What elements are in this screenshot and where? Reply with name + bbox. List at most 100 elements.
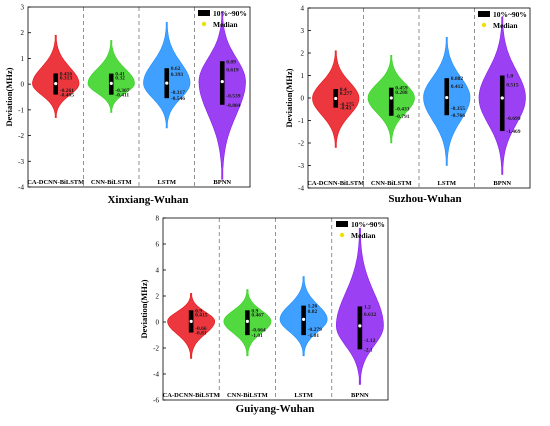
y-tick-label: 3 xyxy=(21,4,25,12)
y-tick-label: -6 xyxy=(153,397,159,405)
value-label: -0.664 xyxy=(251,328,265,334)
value-label: -0.433 xyxy=(395,107,409,113)
value-label: -0.43 xyxy=(340,106,352,112)
value-label: 0.277 xyxy=(340,91,353,97)
legend-range-swatch xyxy=(478,11,490,17)
x-tick-label: BPNN xyxy=(351,392,369,399)
legend-median-marker xyxy=(201,21,207,27)
y-tick-label: 0 xyxy=(301,95,305,103)
x-tick-label: CA-DCNN-BiLSTM xyxy=(27,179,84,186)
chart-panel-3: 0.90.415-0.66-0.81CA-DCNN-BiLSTM0.90.467… xyxy=(139,215,389,415)
x-tick-label: BPNN xyxy=(213,179,231,186)
y-axis-label: Deviation(MHz) xyxy=(139,279,149,338)
y-tick-label: -1 xyxy=(298,117,304,125)
value-label: 1.2 xyxy=(364,304,371,310)
x-tick-label: CA-DCNN-BiLSTM xyxy=(163,392,220,399)
value-label: 0.41 xyxy=(115,72,125,78)
y-tick-label: 3 xyxy=(301,27,305,35)
value-label: 0.393 xyxy=(171,72,184,78)
legend-range-swatch xyxy=(198,10,210,16)
legend-median-label: Median xyxy=(213,20,238,29)
value-label: -0.804 xyxy=(226,103,240,109)
value-label: -0.405 xyxy=(60,93,74,99)
value-label: -0.279 xyxy=(308,327,322,333)
value-label: -0.539 xyxy=(226,94,240,100)
value-label: 0.632 xyxy=(364,312,377,318)
y-tick-label: -4 xyxy=(298,185,304,193)
value-label: -0.411 xyxy=(115,93,129,99)
value-label: -2.1 xyxy=(364,347,373,353)
y-tick-label: 1 xyxy=(301,72,305,80)
value-label: 0.515 xyxy=(506,83,519,89)
value-label: -0.81 xyxy=(195,331,207,337)
value-label: 0.412 xyxy=(451,84,464,90)
value-label: 0.9 xyxy=(251,308,258,314)
y-tick-label: 8 xyxy=(156,215,160,223)
median-point-3 xyxy=(165,81,169,85)
value-label: -1.469 xyxy=(506,129,520,135)
value-label: -0.275 xyxy=(340,102,354,108)
y-tick-label: -3 xyxy=(298,162,304,170)
y-tick-label: -4 xyxy=(18,184,24,192)
y-tick-label: -2 xyxy=(153,345,159,353)
value-label: 0.89 xyxy=(226,59,236,65)
value-label: -1.12 xyxy=(364,338,376,344)
y-tick-label: 2 xyxy=(156,293,160,301)
x-tick-label: LSTM xyxy=(438,180,456,187)
value-label: 0.62 xyxy=(171,66,181,72)
value-label: -0.307 xyxy=(115,88,129,94)
median-point-3 xyxy=(445,95,449,100)
value-label: 0.208 xyxy=(395,90,408,96)
y-tick-label: -2 xyxy=(298,140,304,148)
y-tick-label: -1 xyxy=(18,106,24,114)
value-label: 0.313 xyxy=(60,76,73,82)
value-label: 0.416 xyxy=(60,71,73,77)
value-label: 0.467 xyxy=(251,313,264,319)
median-point-4 xyxy=(220,79,224,84)
legend-median-label: Median xyxy=(351,231,376,240)
value-label: -0.791 xyxy=(395,114,409,120)
panel-title: Xinxiang-Wuhan xyxy=(107,194,188,206)
y-tick-label: 0 xyxy=(156,319,160,327)
median-point-2 xyxy=(245,319,249,323)
legend-range-swatch xyxy=(336,221,348,227)
value-label: 0.619 xyxy=(226,67,239,73)
y-tick-label: -3 xyxy=(18,158,24,166)
range-bar-2 xyxy=(388,87,394,116)
panel-title: Guiyang-Wuhan xyxy=(236,403,315,415)
legend-median-marker xyxy=(339,232,345,238)
value-label: 0.4 xyxy=(340,87,347,93)
range-bar-4 xyxy=(357,306,363,350)
value-label: -1.01 xyxy=(251,333,263,339)
value-label: 0.882 xyxy=(451,76,464,82)
legend-median-marker xyxy=(481,22,487,28)
legend-range-label: 10%~90% xyxy=(493,10,527,19)
range-bar-4 xyxy=(499,75,505,132)
x-tick-label: CNN-BiLSTM xyxy=(227,392,268,399)
value-label: -0.66 xyxy=(195,326,207,332)
value-label: -1.01 xyxy=(308,333,320,339)
median-point-1 xyxy=(334,96,338,101)
value-label: -0.546 xyxy=(171,96,185,102)
value-label: 0.9 xyxy=(195,308,202,314)
x-tick-label: CNN-BiLSTM xyxy=(91,179,132,186)
y-tick-label: 1 xyxy=(21,55,25,63)
y-axis-label: Deviation(MHz) xyxy=(4,67,14,126)
y-tick-label: -4 xyxy=(153,371,159,379)
x-tick-label: LSTM xyxy=(158,179,176,186)
value-label: -0.317 xyxy=(171,90,185,96)
y-axis-label: Deviation(MHz) xyxy=(284,68,294,127)
y-tick-label: -2 xyxy=(18,132,24,140)
plot-frame xyxy=(27,6,251,188)
x-tick-label: CNN-BiLSTM xyxy=(371,180,412,187)
x-tick-label: BPNN xyxy=(493,180,511,187)
x-tick-label: CA-DCNN-BiLSTM xyxy=(307,180,364,187)
value-label: 0.459 xyxy=(395,86,408,92)
y-tick-label: 4 xyxy=(301,5,305,13)
value-label: -0.766 xyxy=(451,113,465,119)
value-label: -0.261 xyxy=(60,88,74,94)
legend-median-label: Median xyxy=(493,21,518,30)
